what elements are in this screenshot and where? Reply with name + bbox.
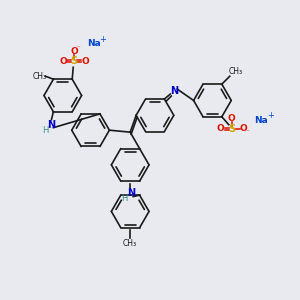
Text: S: S (70, 56, 78, 66)
Text: CH₃: CH₃ (123, 238, 137, 247)
Text: CH₃: CH₃ (32, 72, 46, 81)
Text: N: N (127, 188, 135, 198)
Text: O: O (228, 114, 236, 123)
Text: ⁻: ⁻ (246, 130, 250, 136)
Text: Na: Na (87, 39, 101, 48)
Text: +: + (100, 35, 106, 44)
Text: CH₃: CH₃ (229, 67, 243, 76)
Text: +: + (267, 111, 274, 120)
Text: O: O (70, 47, 78, 56)
Text: S: S (228, 124, 235, 134)
Text: O: O (59, 57, 67, 66)
Text: O: O (240, 124, 248, 133)
Text: N: N (170, 86, 178, 96)
Text: Na: Na (255, 116, 268, 125)
Text: H: H (121, 194, 127, 203)
Text: N: N (47, 120, 56, 130)
Text: ⁻: ⁻ (76, 46, 80, 52)
Text: O: O (81, 57, 89, 66)
Text: H: H (42, 126, 49, 135)
Text: O: O (217, 124, 225, 133)
